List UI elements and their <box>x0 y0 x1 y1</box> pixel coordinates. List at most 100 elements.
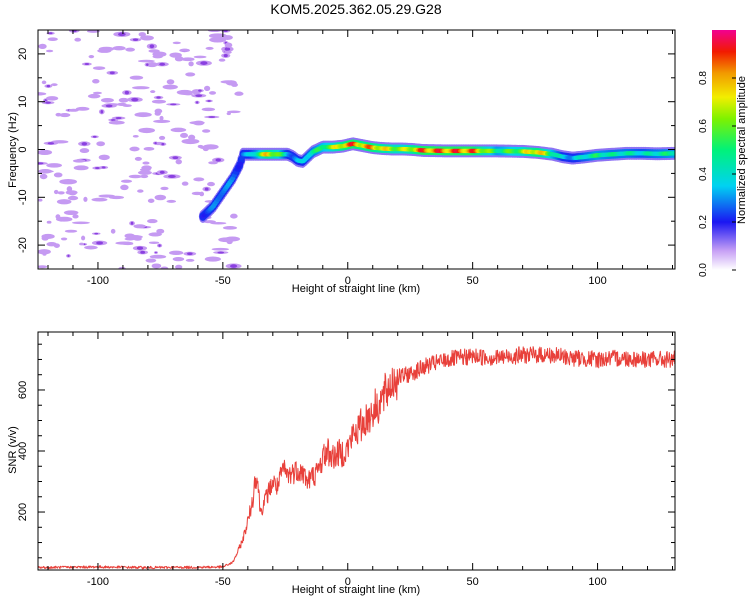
y-tick-label: 0 <box>17 146 29 152</box>
noise-blob <box>39 173 48 180</box>
noise-blob <box>133 224 146 229</box>
noise-blob <box>124 237 136 241</box>
noise-blob <box>79 242 85 246</box>
noise-blob-core <box>109 71 115 75</box>
snr-y-label: SNR (v/v) <box>7 426 19 474</box>
noise-blob <box>149 254 167 259</box>
noise-blob <box>169 52 182 58</box>
noise-blob <box>137 189 144 193</box>
noise-blob <box>38 92 47 96</box>
noise-blob <box>38 198 43 202</box>
noise-blob <box>92 91 102 95</box>
noise-blob <box>140 35 154 41</box>
noise-blob <box>205 46 214 50</box>
noise-blob <box>57 191 65 195</box>
noise-blob <box>193 177 205 182</box>
noise-blob-core <box>168 174 176 178</box>
noise-blob <box>218 58 226 62</box>
colorbar-gradient <box>712 30 736 270</box>
noise-blob-core <box>215 158 222 162</box>
noise-blob-core <box>131 97 139 102</box>
noise-blob <box>112 45 126 51</box>
noise-blob <box>60 237 68 241</box>
noise-blob-core <box>159 170 165 174</box>
noise-blob <box>133 237 142 241</box>
noise-blob-core <box>95 167 100 170</box>
noise-blob <box>38 265 48 269</box>
noise-blob <box>222 226 238 230</box>
noise-blob <box>142 161 150 165</box>
noise-blob <box>128 174 143 179</box>
x-tick-label: -50 <box>215 576 231 588</box>
noise-blob <box>53 172 63 178</box>
noise-blob <box>169 250 184 256</box>
noise-blob <box>129 75 144 80</box>
noise-blob <box>234 91 244 96</box>
noise-blob <box>45 49 54 53</box>
noise-blob <box>207 181 215 187</box>
noise-blob <box>199 191 205 197</box>
noise-blob-core <box>67 254 70 258</box>
x-tick-label: 100 <box>588 275 606 287</box>
noise-blob <box>209 37 227 43</box>
noise-blob <box>154 108 163 114</box>
colorbar: 0.0 0.2 0.4 0.6 0.8 Normalized spectral ampl… <box>698 30 748 277</box>
noise-blob-core <box>158 244 161 247</box>
track-core <box>237 161 243 167</box>
noise-blob <box>137 170 152 175</box>
noise-blob-core <box>155 251 157 254</box>
noise-blob <box>108 120 125 125</box>
noise-blob-core <box>217 251 225 254</box>
noise-blob <box>181 57 195 62</box>
noise-blob <box>148 232 162 237</box>
noise-blob-core <box>132 38 139 41</box>
noise-blob <box>72 159 86 163</box>
noise-blob <box>64 229 78 233</box>
noise-blob <box>72 214 79 219</box>
noise-blob-core <box>115 116 122 120</box>
noise-blob <box>188 61 194 67</box>
noise-blob-core <box>200 61 208 65</box>
noise-blob <box>181 181 189 186</box>
y-tick-label: 10 <box>17 96 29 108</box>
noise-blob <box>209 91 217 95</box>
noise-blob <box>218 237 236 243</box>
noise-blob <box>147 198 155 203</box>
noise-blob <box>224 42 233 48</box>
noise-blob <box>96 141 106 147</box>
noise-blob <box>159 115 164 121</box>
noise-blob <box>138 127 156 134</box>
noise-blob-core <box>208 116 216 118</box>
noise-blob-core <box>81 142 88 146</box>
noise-blob <box>152 54 163 59</box>
noise-blob-core <box>224 47 231 51</box>
noise-blob <box>230 213 238 219</box>
noise-blob <box>79 148 90 154</box>
noise-blob <box>132 86 150 90</box>
noise-blob-core <box>136 246 144 250</box>
noise-blob <box>208 33 227 39</box>
noise-blob <box>53 243 60 248</box>
noise-blob <box>201 107 216 112</box>
frequency-track <box>198 137 675 223</box>
y-tick-label: -20 <box>17 237 29 253</box>
noise-blob <box>154 194 167 201</box>
noise-blob-core <box>154 141 157 145</box>
noise-blob-core <box>110 119 116 121</box>
noise-blob <box>193 120 205 126</box>
noise-blob <box>63 210 79 216</box>
noise-blob <box>204 85 211 91</box>
colorbar-ticks: 0.0 0.2 0.4 0.6 0.8 <box>698 71 736 277</box>
y-tick-label: 200 <box>17 503 29 521</box>
noise-blob <box>134 112 152 118</box>
noise-blob <box>148 241 160 244</box>
noise-blob <box>91 197 108 202</box>
noise-blob <box>132 135 139 138</box>
noise-blob <box>172 41 181 45</box>
noise-blob <box>151 263 162 269</box>
noise-blob <box>75 106 90 111</box>
noise-blob-core <box>170 103 177 106</box>
noise-blob <box>45 96 59 101</box>
noise-blob <box>38 249 51 255</box>
noise-blob <box>134 156 142 161</box>
